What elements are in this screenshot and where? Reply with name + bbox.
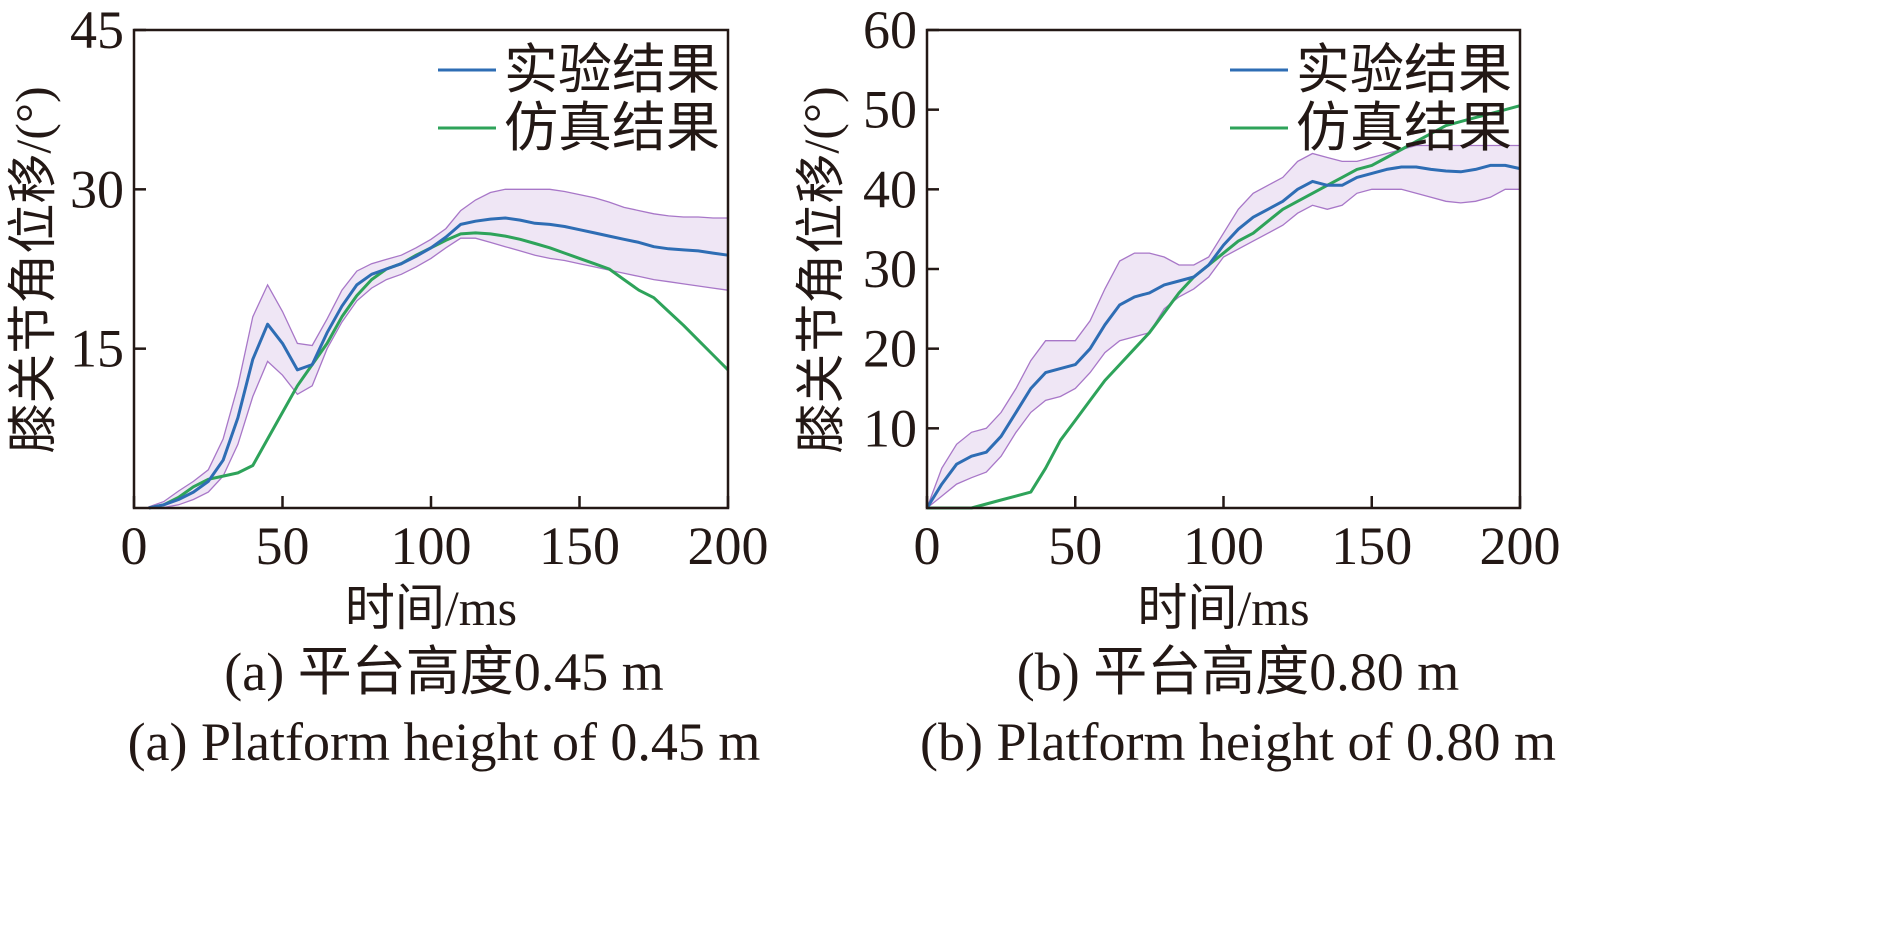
x-axis-title: 时间/ms [1137, 580, 1309, 636]
x-tick-label: 200 [688, 516, 769, 576]
caption-en: (b) Platform height of 0.80 m [920, 712, 1556, 772]
x-axis-title: 时间/ms [345, 580, 517, 636]
legend-label-simulation: 仿真结果 [1296, 98, 1512, 158]
y-axis-title: 膝关节角位移/(°) [5, 86, 61, 453]
experiment-line [925, 163, 1521, 509]
legend-label-experiment: 实验结果 [1296, 40, 1512, 100]
x-tick-label: 150 [539, 516, 620, 576]
x-tick-label: 0 [914, 516, 941, 576]
experiment-band [925, 144, 1521, 510]
legend-label-simulation: 仿真结果 [504, 98, 720, 158]
y-tick-label: 45 [70, 0, 124, 60]
x-tick-label: 0 [121, 516, 148, 576]
caption-en: (a) Platform height of 0.45 m [128, 712, 761, 772]
panel-b: 0 50 100 150 200 10 20 30 40 50 60 时间/ms 膝关节角位移/(°) 实… [793, 0, 1561, 772]
y-axis-title: 膝关节角位移/(°) [793, 86, 849, 453]
x-tick-label: 50 [1048, 516, 1102, 576]
y-tick-label: 40 [863, 159, 917, 219]
x-tick-label: 50 [256, 516, 310, 576]
x-tick-label: 100 [391, 516, 472, 576]
y-tick-label: 15 [70, 319, 124, 379]
caption-cn: (a) 平台高度0.45 m [224, 642, 663, 702]
experiment-band [148, 188, 729, 509]
experiment-line [148, 216, 729, 510]
legend-label-experiment: 实验结果 [504, 40, 720, 100]
y-tick-label: 50 [863, 80, 917, 140]
x-tick-label: 200 [1480, 516, 1561, 576]
simulation-line [927, 104, 1521, 510]
y-tick-label: 60 [863, 0, 917, 60]
panel-a: 0 50 100 150 200 15 30 45 时间/ms 膝关节角位移/(°) 实验结果仿真结… [5, 0, 769, 772]
y-tick-label: 30 [863, 239, 917, 299]
y-tick-label: 30 [70, 159, 124, 219]
y-tick-label: 10 [863, 398, 917, 458]
x-tick-label: 150 [1331, 516, 1412, 576]
x-tick-label: 100 [1183, 516, 1264, 576]
caption-cn: (b) 平台高度0.80 m [1017, 642, 1459, 702]
y-tick-label: 20 [863, 319, 917, 379]
